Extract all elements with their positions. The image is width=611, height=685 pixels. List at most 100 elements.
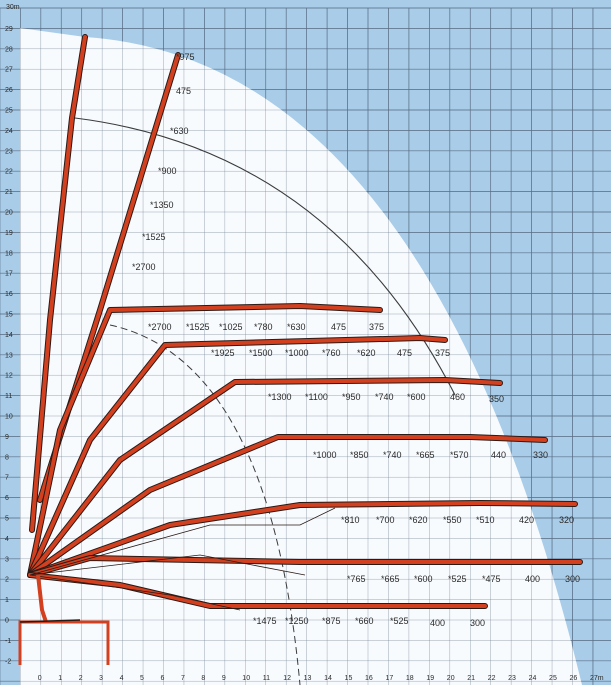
x-tick-label: 6 (161, 675, 165, 682)
x-tick-label: 22 (488, 675, 496, 682)
x-tick-label: 18 (406, 675, 414, 682)
load-label: *950 (342, 392, 361, 402)
y-tick-label: 18 (5, 250, 13, 257)
x-tick-label: 8 (201, 675, 205, 682)
y-tick-label: 5 (5, 516, 9, 523)
load-label: *600 (407, 392, 426, 402)
y-tick-label: 19 (5, 230, 13, 237)
load-label: *740 (383, 450, 402, 460)
load-label: 400 (525, 574, 540, 584)
load-label: *740 (375, 392, 394, 402)
load-label: *1525 (186, 322, 210, 332)
y-tick-label: 3 (5, 556, 9, 563)
boom-body (28, 501, 577, 577)
y-tick-label: 8 (5, 454, 9, 461)
reach-arc-large (74, 117, 456, 396)
boom-row-7-guide (29, 574, 241, 611)
boom-row-7-labels: *1475 *1250 *875 *660 *525 400 300 (253, 616, 485, 628)
load-label: *975 (176, 52, 195, 62)
x-tick-label: 2 (79, 675, 83, 682)
x-tick-label: 1 (58, 675, 62, 682)
x-tick-label: 0 (38, 675, 42, 682)
x-tick-label: 21 (467, 675, 475, 682)
boom-body (28, 378, 502, 577)
grid-lines (0, 7, 611, 685)
load-label: *1100 (305, 392, 328, 402)
load-label: *550 (443, 515, 462, 525)
load-label: 420 (519, 515, 534, 525)
boom-positions (27, 34, 583, 611)
y-tick-label: 22 (5, 169, 13, 176)
boom-body (28, 336, 447, 577)
boom-row-7 (27, 572, 488, 609)
load-label: *1500 (249, 348, 273, 358)
x-tick-label: 26 (570, 675, 578, 682)
load-label: *875 (322, 616, 341, 626)
load-label: 400 (430, 618, 445, 628)
load-label: *570 (450, 450, 469, 460)
load-label: 330 (533, 450, 548, 460)
load-label: 320 (559, 515, 574, 525)
load-label: *850 (350, 450, 369, 460)
boom-row-3 (27, 377, 503, 578)
load-label: *1025 (219, 322, 243, 332)
load-label: *2700 (148, 322, 172, 332)
x-tick-label: 4 (120, 675, 124, 682)
load-labels: *975 475 *630 *900 *1350 *1525 *2700 *2700 *1525… (132, 52, 580, 628)
boom-body (28, 435, 547, 577)
y-tick-label: 28 (5, 46, 13, 53)
load-label: *1250 (285, 616, 309, 626)
load-label: *765 (347, 574, 366, 584)
load-label: *1300 (268, 392, 292, 402)
boom-row-4 (27, 434, 548, 578)
boom-row-4-labels: *1000 *850 *740 *665 *570 440 330 (313, 450, 548, 460)
x-tick-label: 25 (549, 675, 557, 682)
x-tick-label: 15 (345, 675, 353, 682)
x-tick-label: 11 (263, 675, 270, 682)
load-label: *1525 (142, 232, 166, 242)
x-tick-label: 5 (140, 675, 144, 682)
load-label: *665 (381, 574, 400, 584)
y-tick-label: -1 (5, 638, 11, 645)
outrigger-frame (18, 620, 110, 665)
y-tick-label: 2 (5, 577, 9, 584)
x-tick-label: 24 (529, 675, 537, 682)
reach-arcs (74, 117, 456, 685)
y-tick-label: 17 (5, 271, 13, 278)
turret (36, 574, 48, 623)
load-label: *780 (254, 322, 273, 332)
load-label: 460 (450, 392, 465, 402)
x-tick-label: 14 (324, 675, 332, 682)
load-label: *475 (482, 574, 501, 584)
boom-row-6-labels: *765 *665 *600 *525 *475 400 300 (347, 574, 580, 584)
x-tick-label: 10 (242, 675, 250, 682)
y-tick-label: 25 (5, 108, 13, 115)
y-tick-label: 7 (5, 475, 9, 482)
boom-row-2 (27, 335, 448, 578)
y-tick-label: 10 (5, 414, 13, 421)
load-label: *620 (357, 348, 376, 358)
load-label: 375 (435, 348, 450, 358)
y-tick-label: -2 (5, 658, 11, 665)
y-tick-label: 9 (5, 434, 9, 441)
y-tick-label: 16 (5, 291, 13, 298)
load-label: *1000 (285, 348, 309, 358)
working-envelope (20, 28, 582, 685)
load-label: *1000 (313, 450, 337, 460)
load-label: *630 (170, 126, 189, 136)
x-tick-label: 19 (426, 675, 434, 682)
load-label: *525 (390, 616, 409, 626)
load-label: *810 (341, 515, 360, 525)
x-tick-label: 23 (508, 675, 516, 682)
y-axis-unit: 30m (6, 4, 20, 11)
load-label: 300 (565, 574, 580, 584)
load-label: 350 (489, 394, 504, 404)
load-label: *700 (376, 515, 395, 525)
load-label: *2700 (132, 262, 156, 272)
boom-body (28, 573, 487, 608)
load-label: *665 (416, 450, 435, 460)
boom-body (30, 35, 87, 532)
load-label: 375 (369, 322, 384, 332)
boom-row-1 (27, 303, 383, 578)
boom-row-1-labels: *2700 *1525 *1025 *780 *630 475 375 (148, 322, 384, 332)
